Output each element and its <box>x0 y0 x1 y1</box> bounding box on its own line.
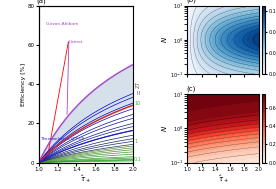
X-axis label: $\hat{\tau}_+$: $\hat{\tau}_+$ <box>217 173 229 185</box>
Text: 0.1: 0.1 <box>134 157 142 162</box>
Y-axis label: ZT: ZT <box>136 81 141 88</box>
Text: 10: 10 <box>134 101 140 105</box>
Text: Carnot: Carnot <box>69 40 83 44</box>
Y-axis label: Efficiency [%]: Efficiency [%] <box>21 63 26 106</box>
Y-axis label: $N$: $N$ <box>160 36 169 43</box>
Text: 1: 1 <box>134 139 137 144</box>
Text: Curzon-Ahlborn: Curzon-Ahlborn <box>45 22 79 26</box>
Y-axis label: $N$: $N$ <box>160 125 169 132</box>
Text: II: II <box>134 91 140 96</box>
Text: (b): (b) <box>186 0 196 3</box>
Text: (c): (c) <box>186 85 195 92</box>
Text: Thermoelectric ($ZT$=2): Thermoelectric ($ZT$=2) <box>39 135 86 142</box>
Text: (a): (a) <box>37 0 46 4</box>
X-axis label: $\hat{\tau}_+$: $\hat{\tau}_+$ <box>81 173 91 185</box>
